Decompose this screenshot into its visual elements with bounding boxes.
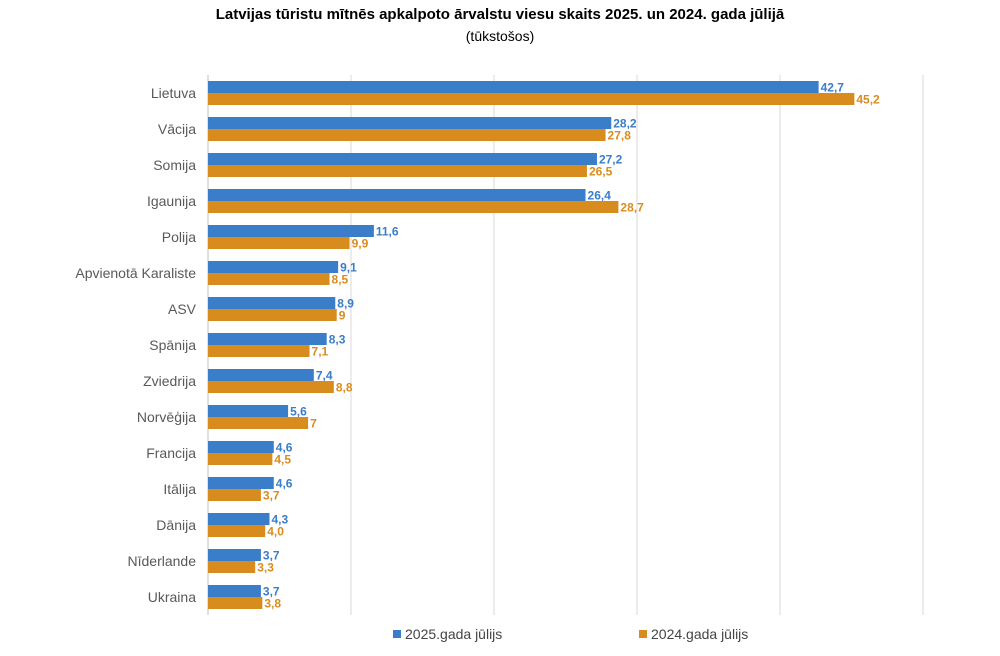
bar-2024 (208, 417, 309, 429)
legend-label-2024: 2024.gada jūlijs (651, 626, 749, 642)
data-label-2024: 3,3 (257, 561, 274, 575)
data-label-2024: 4,5 (274, 453, 291, 467)
data-label-2025: 42,7 (821, 81, 845, 95)
bar-2024 (208, 93, 855, 105)
bar-2025 (208, 513, 270, 525)
data-label-2024: 3,8 (264, 597, 281, 611)
data-label-2024: 3,7 (263, 489, 280, 503)
legend-swatch-2024 (639, 630, 647, 638)
legend-item-2024: 2024.gada jūlijs (639, 626, 748, 642)
data-label-2025: 8,3 (329, 333, 346, 347)
category-label: Spānija (149, 337, 196, 353)
category-label: Polija (162, 229, 196, 245)
bar-2024 (208, 129, 606, 141)
bar-2024 (208, 453, 273, 465)
category-label: Ukraina (148, 589, 196, 605)
data-label-2024: 28,7 (620, 201, 644, 215)
bar-2024 (208, 381, 334, 393)
data-label-2024: 4,0 (267, 525, 284, 539)
data-label-2024: 9,9 (352, 237, 369, 251)
bar-2025 (208, 261, 339, 273)
bar-2025 (208, 405, 289, 417)
bar-2024 (208, 489, 261, 501)
data-label-2025: 3,7 (263, 585, 280, 599)
data-label-2025: 3,7 (263, 549, 280, 563)
bar-2025 (208, 441, 274, 453)
bar-2025 (208, 333, 327, 345)
bar-2025 (208, 189, 586, 201)
bar-2024 (208, 525, 266, 537)
data-label-2025: 5,6 (290, 405, 307, 419)
bar-2025 (208, 549, 261, 561)
data-label-2025: 8,9 (337, 297, 354, 311)
chart-subtitle: (tūkstošos) (465, 28, 535, 44)
bar-2025 (208, 369, 314, 381)
bar-2024 (208, 345, 310, 357)
legend-swatch-2025 (393, 630, 401, 638)
data-label-2024: 26,5 (589, 165, 613, 179)
chart-title: Latvijas tūristu mītnēs apkalpoto ārvals… (215, 6, 785, 23)
data-label-2025: 4,3 (271, 513, 288, 527)
category-label: Igaunija (147, 193, 196, 209)
data-label-2025: 7,4 (316, 369, 333, 383)
bar-2025 (208, 297, 336, 309)
category-label: Nīderlande (128, 553, 197, 569)
category-label: ASV (168, 301, 197, 317)
bar-2024 (208, 165, 587, 177)
bar-2024 (208, 201, 619, 213)
category-label: Zviedrija (143, 373, 196, 389)
data-label-2024: 7 (310, 417, 317, 431)
bar-2024 (208, 273, 330, 285)
data-label-2025: 27,2 (599, 153, 623, 167)
category-label: Vācija (158, 121, 196, 137)
category-label: Somija (153, 157, 196, 173)
bar-2024 (208, 237, 350, 249)
category-label: Francija (146, 445, 196, 461)
legend: 2025.gada jūlijs 2024.gada jūlijs (0, 626, 1000, 646)
bar-2025 (208, 81, 819, 93)
category-label: Apvienotā Karaliste (75, 265, 196, 281)
category-label: Norvēģija (137, 409, 196, 425)
bar-2024 (208, 309, 337, 321)
data-label-2025: 4,6 (276, 441, 293, 455)
data-label-2024: 7,1 (312, 345, 329, 359)
bar-2025 (208, 585, 261, 597)
bar-2024 (208, 597, 263, 609)
category-label: Dānija (156, 517, 196, 533)
data-label-2024: 45,2 (856, 93, 880, 107)
data-label-2025: 28,2 (613, 117, 637, 131)
bar-2025 (208, 117, 612, 129)
bar-2025 (208, 477, 274, 489)
data-label-2025: 26,4 (588, 189, 612, 203)
bar-2025 (208, 225, 374, 237)
data-label-2024: 9 (339, 309, 346, 323)
data-label-2025: 4,6 (276, 477, 293, 491)
data-label-2024: 8,5 (332, 273, 349, 287)
legend-item-2025: 2025.gada jūlijs (393, 626, 502, 642)
legend-label-2025: 2025.gada jūlijs (405, 626, 503, 642)
data-label-2025: 11,6 (376, 225, 399, 239)
category-label: Itālija (163, 481, 196, 497)
data-label-2025: 9,1 (340, 261, 357, 275)
category-label: Lietuva (151, 85, 196, 101)
data-label-2024: 27,8 (608, 129, 632, 143)
data-label-2024: 8,8 (336, 381, 353, 395)
bar-2025 (208, 153, 597, 165)
bar-2024 (208, 561, 256, 573)
